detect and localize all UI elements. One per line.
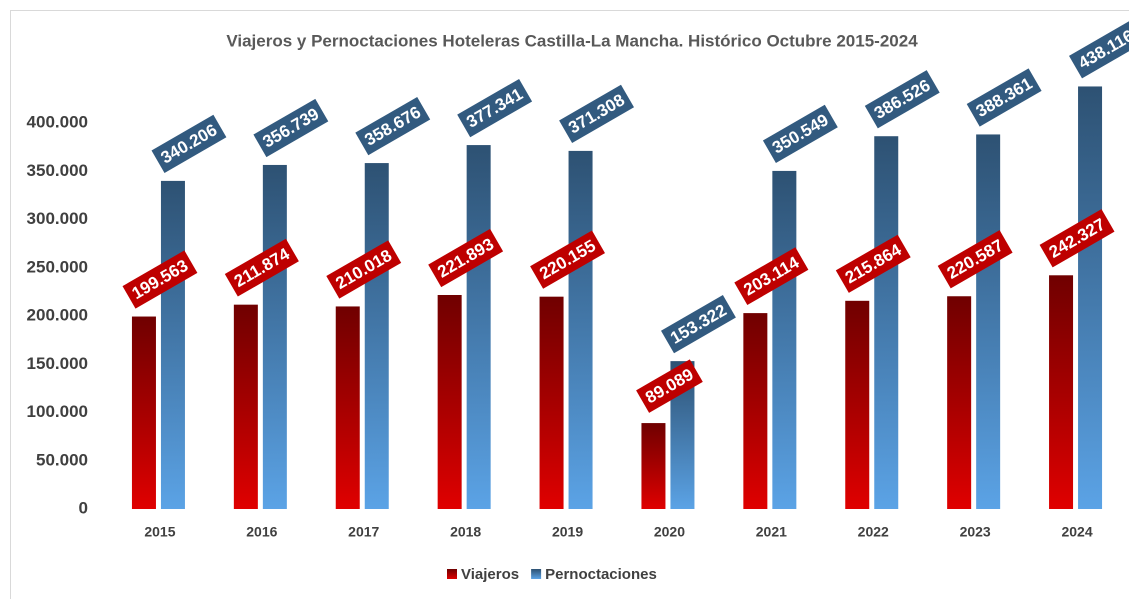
value-label-box [1069, 20, 1129, 79]
chart-title: Viajeros y Pernoctaciones Hoteleras Cast… [226, 31, 918, 50]
bar [772, 170, 797, 509]
legend-label: Pernoctaciones [545, 566, 657, 583]
value-label: 242.327 [1039, 209, 1115, 268]
value-label: 340.206 [151, 114, 227, 174]
value-label: 438.116 [1069, 20, 1129, 79]
bar [976, 134, 1001, 509]
y-tick-label: 200.000 [27, 306, 88, 325]
value-label-box [661, 295, 736, 354]
value-label: 350.549 [762, 104, 838, 164]
value-label: 153.322 [661, 295, 736, 354]
value-label: 199.563 [122, 250, 198, 309]
bar [466, 145, 491, 509]
x-tick-label: 2022 [858, 524, 889, 540]
value-label-box [151, 114, 227, 174]
value-label-box [355, 96, 431, 156]
y-tick-label: 250.000 [27, 257, 88, 276]
bar [743, 313, 768, 509]
value-label-box [559, 84, 634, 144]
bar [874, 136, 899, 509]
value-label: 211.874 [224, 238, 299, 297]
bar [641, 423, 666, 509]
value-label-box [864, 70, 940, 129]
value-label-box [734, 247, 809, 305]
y-tick-label: 0 [79, 498, 88, 517]
value-label-box [937, 230, 1013, 289]
value-label-box [253, 98, 329, 158]
value-label-box [326, 240, 402, 299]
value-label-box [122, 250, 198, 309]
value-label: 371.308 [559, 84, 634, 144]
value-label: 358.676 [355, 96, 431, 156]
value-label: 356.739 [253, 98, 329, 158]
x-tick-label: 2017 [348, 524, 379, 540]
legend-swatch [447, 569, 457, 579]
x-tick-label: 2024 [1061, 524, 1092, 540]
y-tick-label: 100.000 [27, 402, 88, 421]
bar [160, 180, 185, 510]
x-tick-label: 2018 [450, 524, 481, 540]
bar [947, 296, 972, 509]
x-tick-label: 2023 [960, 524, 991, 540]
chart-border [10, 10, 1129, 599]
y-tick-label: 400.000 [27, 113, 88, 132]
bar [233, 304, 258, 509]
value-label: 377.341 [457, 78, 533, 138]
value-label-box [966, 68, 1042, 127]
x-tick-label: 2021 [756, 524, 787, 540]
y-tick-label: 150.000 [27, 354, 88, 373]
value-label: 388.361 [966, 68, 1042, 127]
x-tick-label: 2020 [654, 524, 685, 540]
value-label: 220.155 [530, 230, 605, 289]
bar [845, 300, 870, 509]
value-label: 203.114 [734, 247, 809, 305]
value-label: 220.587 [937, 230, 1013, 289]
bar [1078, 86, 1103, 509]
y-tick-label: 300.000 [27, 209, 88, 228]
value-label-box [530, 230, 605, 289]
x-tick-label: 2015 [144, 524, 175, 540]
value-label-box [224, 238, 299, 297]
value-label-box [428, 228, 504, 288]
bar [364, 163, 389, 510]
x-tick-label: 2016 [246, 524, 277, 540]
value-label-box [457, 78, 533, 138]
y-tick-label: 50.000 [36, 450, 88, 469]
bar [1049, 275, 1074, 509]
value-label: 386.526 [864, 70, 940, 129]
legend-swatch [531, 569, 542, 579]
value-label-box [762, 104, 838, 164]
y-tick-label: 350.000 [27, 161, 88, 180]
bar [335, 306, 360, 509]
legend-label: Viajeros [461, 566, 519, 583]
value-label-box [636, 359, 703, 413]
bar [131, 316, 156, 509]
bar [539, 296, 564, 509]
bar [262, 164, 287, 509]
value-label: 210.018 [326, 240, 402, 299]
value-label-box [835, 234, 911, 293]
value-label: 215.864 [835, 234, 911, 293]
value-label-box [1039, 209, 1115, 268]
bar [437, 294, 462, 509]
value-label: 221.893 [428, 228, 504, 288]
bar [568, 150, 593, 510]
x-tick-label: 2019 [552, 524, 583, 540]
